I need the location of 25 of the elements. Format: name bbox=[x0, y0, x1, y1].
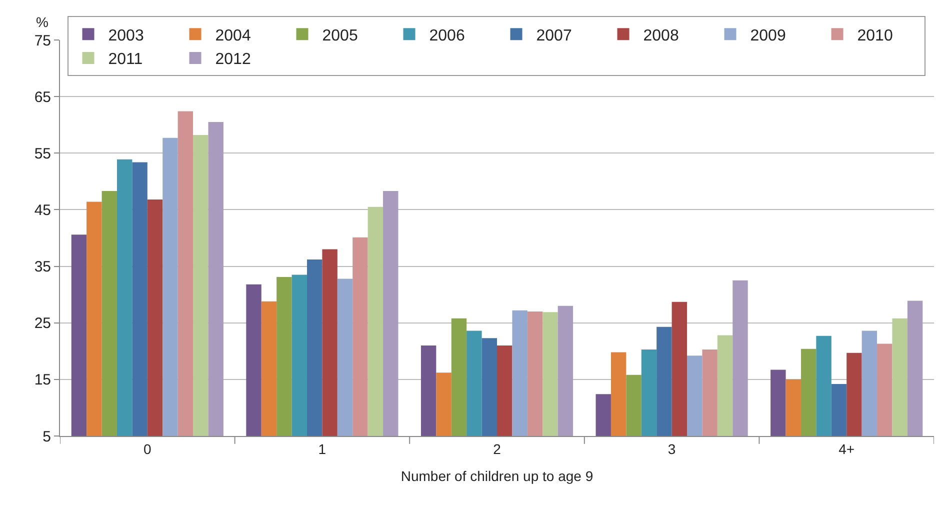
x-tick-label: 4+ bbox=[838, 440, 855, 457]
legend-label: 2012 bbox=[215, 51, 251, 68]
y-tick-label: 5 bbox=[42, 428, 51, 446]
y-tick-label: 25 bbox=[34, 315, 51, 332]
y-tick-label: 75 bbox=[34, 32, 51, 50]
legend-label: 2008 bbox=[643, 27, 679, 44]
legend-label: 2005 bbox=[322, 27, 358, 44]
y-axis-title: % bbox=[36, 14, 48, 30]
y-tick-label: 45 bbox=[34, 202, 51, 219]
y-tick-label: 15 bbox=[34, 372, 51, 389]
legend-label: 2003 bbox=[108, 27, 144, 44]
legend-label: 2010 bbox=[857, 27, 893, 44]
legend-label: 2011 bbox=[108, 51, 143, 68]
y-tick-label: 65 bbox=[34, 88, 51, 106]
legend-label: 2009 bbox=[750, 27, 786, 44]
y-tick-label: 55 bbox=[34, 145, 51, 162]
x-axis-title: Number of children up to age 9 bbox=[400, 468, 594, 484]
legend-label: 2007 bbox=[536, 27, 572, 44]
x-tick-label: 2 bbox=[493, 440, 502, 457]
x-tick-label: 3 bbox=[668, 440, 676, 457]
legend-label: 2004 bbox=[215, 27, 251, 44]
legend-label: 2006 bbox=[429, 27, 465, 44]
x-tick-label: 1 bbox=[318, 440, 326, 457]
x-tick-label: 0 bbox=[144, 440, 152, 457]
y-tick-label: 35 bbox=[34, 258, 51, 276]
